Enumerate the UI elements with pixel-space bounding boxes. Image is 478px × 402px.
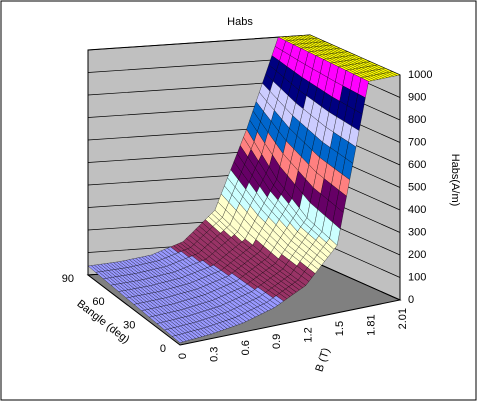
surface-cell: [118, 285, 182, 318]
y-tick-label: 60: [92, 296, 104, 308]
surface-cell: [306, 66, 369, 246]
z-axis-label: Habs(A/m): [449, 154, 461, 207]
z-tick-label: 100: [408, 271, 426, 283]
x-tick-label: 0: [177, 353, 189, 359]
surface-cell: [87, 261, 151, 292]
z-tick-label: 300: [408, 226, 426, 238]
surface-cell: [338, 61, 401, 82]
surface: [87, 34, 401, 343]
surface-cell: [148, 309, 212, 343]
surface-cell: [212, 286, 275, 324]
z-tick-label: 1000: [408, 69, 432, 81]
z-tick-label: 400: [408, 204, 426, 216]
z-tick-label: 700: [408, 136, 426, 148]
x-tick-label: 0.3: [208, 347, 220, 362]
surface-cell: [243, 263, 306, 308]
surface-facet: [171, 335, 184, 343]
surface-cell: [151, 241, 214, 278]
chart-title: Habs: [227, 16, 253, 28]
z-tick-label: 0: [408, 294, 414, 306]
surface-cell: [307, 48, 371, 67]
x-tick-label: 1.81: [366, 314, 378, 335]
surface-cell: [214, 128, 277, 240]
surface-cell: [119, 254, 183, 286]
y-tick-label: 90: [62, 273, 74, 285]
surface-cell: [181, 264, 245, 301]
surface-cell: [244, 178, 308, 264]
z-tick-label: 800: [408, 114, 426, 126]
surface-cell: [276, 51, 339, 219]
z-tick-label: 500: [408, 181, 426, 193]
surface-cell: [277, 34, 341, 53]
y-tick-label: 0: [160, 343, 166, 355]
x-tick-label: 1.5: [334, 321, 346, 336]
z-tick-label: 900: [408, 91, 426, 103]
surface-cell: [246, 36, 309, 180]
surface-cell: [149, 277, 213, 311]
surface-cell: [182, 209, 246, 266]
surface-cell: [213, 238, 276, 287]
surface-cell: [180, 300, 244, 335]
y-tick-label: 30: [123, 320, 135, 332]
z-tick-label: 600: [408, 159, 426, 171]
x-tick-label: 2.01: [397, 308, 409, 329]
x-tick-label: 0.9: [271, 334, 283, 349]
x-tick-label: 0.6: [240, 340, 252, 355]
x-tick-label: 1.2: [303, 327, 315, 342]
surface-cell: [275, 217, 338, 286]
z-tick-label: 200: [408, 249, 426, 261]
